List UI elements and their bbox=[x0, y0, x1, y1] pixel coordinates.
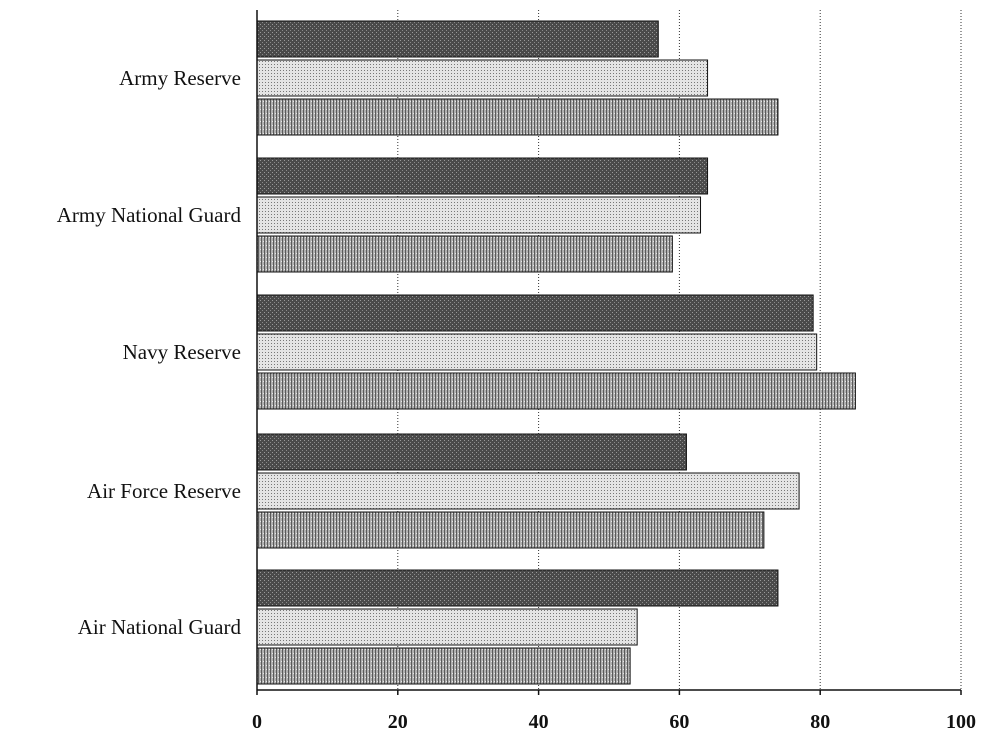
bar-air-national-guard-series-2 bbox=[256, 608, 638, 646]
labels: Army Reserve Army National Guard Navy Rese… bbox=[57, 66, 976, 733]
bar-army-national-guard-series-1 bbox=[256, 157, 709, 195]
bar-navy-reserve-series-3 bbox=[256, 372, 856, 410]
x-tick-label: 80 bbox=[810, 711, 830, 733]
category-label: Navy Reserve bbox=[123, 340, 241, 364]
bar-army-national-guard-series-3 bbox=[256, 235, 673, 273]
x-tick-label: 100 bbox=[946, 711, 976, 733]
bar-air-force-reserve-series-2 bbox=[256, 472, 800, 510]
category-label: Army National Guard bbox=[57, 203, 242, 227]
bar-navy-reserve-series-2 bbox=[256, 333, 818, 371]
bar-air-force-reserve-series-1 bbox=[256, 433, 687, 471]
x-tick-label: 60 bbox=[669, 711, 689, 733]
bar-army-reserve-series-3 bbox=[256, 98, 779, 136]
bar-navy-reserve-series-1 bbox=[256, 294, 814, 332]
category-label: Air Force Reserve bbox=[87, 479, 241, 503]
bar-air-national-guard-series-1 bbox=[256, 569, 779, 607]
category-label: Army Reserve bbox=[119, 66, 241, 90]
x-tick-label: 40 bbox=[529, 711, 549, 733]
bar-army-reserve-series-2 bbox=[256, 59, 709, 97]
axes bbox=[256, 10, 962, 695]
x-tick-label: 20 bbox=[388, 711, 408, 733]
bar-air-national-guard-series-3 bbox=[256, 647, 631, 685]
x-tick-label: 0 bbox=[252, 711, 262, 733]
bars bbox=[256, 20, 856, 685]
bar-army-reserve-series-1 bbox=[256, 20, 659, 58]
bar-army-national-guard-series-2 bbox=[256, 196, 702, 234]
category-label: Air National Guard bbox=[78, 615, 242, 639]
bar-air-force-reserve-series-3 bbox=[256, 511, 765, 549]
